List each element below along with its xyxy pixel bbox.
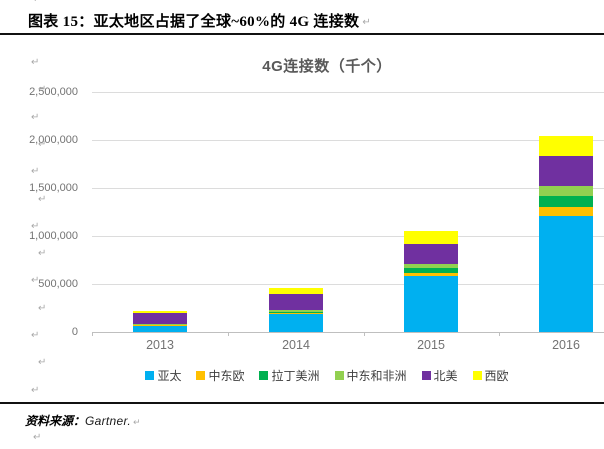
bar-segment	[269, 288, 323, 295]
y-axis-tick-label: 1,500,000	[29, 182, 78, 194]
legend-item: 西欧	[472, 367, 509, 384]
x-axis-line	[92, 332, 604, 333]
bar-segment	[539, 135, 593, 157]
x-axis-category-label: 2016	[552, 338, 580, 352]
gridline	[92, 284, 604, 285]
paragraph-mark: ↵	[38, 193, 47, 205]
bar-segment	[133, 323, 187, 325]
x-axis-category-label: 2015	[417, 338, 445, 352]
bar-segment	[539, 195, 593, 208]
legend-swatch-icon	[421, 371, 431, 380]
x-axis-tick	[92, 332, 93, 336]
paragraph-mark: ↵	[31, 330, 40, 341]
bar-segment	[269, 294, 323, 310]
paragraph-mark: ↵	[33, 0, 41, 5]
legend-label: 亚太	[157, 369, 182, 383]
bar-segment	[133, 312, 187, 324]
bar-segment	[404, 272, 458, 277]
divider-line-top	[0, 33, 604, 35]
x-axis-tick	[228, 332, 229, 336]
bar-segment	[133, 324, 187, 326]
bar-segment	[269, 309, 323, 312]
bar-segment	[539, 207, 593, 217]
bar-segment	[539, 156, 593, 187]
source-value: Gartner.	[85, 414, 131, 428]
y-axis-tick-label: 500,000	[38, 278, 78, 290]
paragraph-mark: ↵	[31, 384, 40, 396]
y-axis-tick-label: 2,000,000	[29, 134, 78, 146]
bar-segment	[404, 231, 458, 244]
paragraph-mark: ↵	[133, 418, 141, 428]
legend-swatch-icon	[472, 371, 482, 380]
legend-item: 中东和非洲	[334, 367, 407, 384]
legend-item: 亚太	[145, 367, 181, 384]
x-axis-category-label: 2014	[282, 338, 310, 352]
y-axis-tick-label: 2,500,000	[29, 86, 78, 98]
bar-segment	[539, 186, 593, 196]
legend-label: 北美	[433, 369, 458, 383]
bar-segment	[404, 276, 458, 332]
legend-swatch-icon	[334, 371, 344, 380]
paragraph-mark: ↵	[31, 275, 40, 287]
x-axis-tick	[363, 332, 365, 336]
y-axis-tick-label: 0	[71, 326, 78, 338]
legend-item: 中东欧	[196, 367, 244, 384]
legend-label: 中东欧	[208, 369, 245, 383]
x-axis-category-label: 2013	[146, 338, 174, 352]
paragraph-mark: ↵	[362, 17, 372, 28]
gridline	[92, 140, 604, 141]
bar-segment	[269, 312, 323, 314]
legend-label: 中东和非洲	[346, 369, 407, 383]
chart-title: 4G连接数（千个）	[262, 58, 392, 75]
chart-legend: 亚太 中东欧 拉丁美洲 中东和非洲 北美 西欧	[80, 367, 574, 384]
paragraph-mark: ↵	[38, 248, 47, 260]
gridline	[92, 92, 604, 93]
paragraph-mark: ↵	[38, 138, 47, 150]
x-axis-tick	[498, 332, 500, 336]
bar-segment	[404, 268, 458, 273]
bar-segment	[269, 311, 323, 313]
figure-caption-text: 图表 15：亚太地区占据了全球~60%的 4G 连接数	[28, 14, 360, 30]
paragraph-mark: ↵	[31, 57, 40, 68]
bar-segment	[404, 243, 458, 265]
bar-segment	[133, 311, 187, 313]
bar-segment	[269, 313, 323, 332]
legend-label: 拉丁美洲	[271, 369, 320, 383]
gridline	[92, 188, 604, 189]
bar-segment	[539, 216, 593, 332]
legend-swatch-icon	[145, 371, 155, 380]
paragraph-mark: ↵	[38, 302, 47, 314]
bar-segment	[133, 325, 187, 332]
paragraph-mark: ↵	[38, 84, 47, 96]
paragraph-mark: ↵	[31, 220, 40, 232]
paragraph-mark: ↵	[31, 111, 40, 123]
legend-label: 西欧	[484, 369, 509, 383]
legend-item: 北美	[421, 367, 458, 384]
paragraph-mark: ↵	[31, 166, 40, 178]
y-axis-tick-label: 1,000,000	[29, 230, 78, 242]
legend-swatch-icon	[196, 371, 206, 380]
gridline	[92, 236, 604, 237]
paragraph-mark: ↵	[33, 432, 42, 443]
figure-caption: 图表 15：亚太地区占据了全球~60%的 4G 连接数 ↵	[28, 10, 371, 31]
paragraph-mark: ↵	[38, 357, 47, 369]
legend-swatch-icon	[259, 371, 269, 380]
divider-line-bottom	[0, 402, 604, 404]
source-label: 资料来源：	[25, 414, 86, 428]
bar-segment	[404, 264, 458, 269]
legend-item: 拉丁美洲	[259, 367, 320, 384]
source-note: 资料来源：Gartner. ↵	[25, 412, 141, 429]
